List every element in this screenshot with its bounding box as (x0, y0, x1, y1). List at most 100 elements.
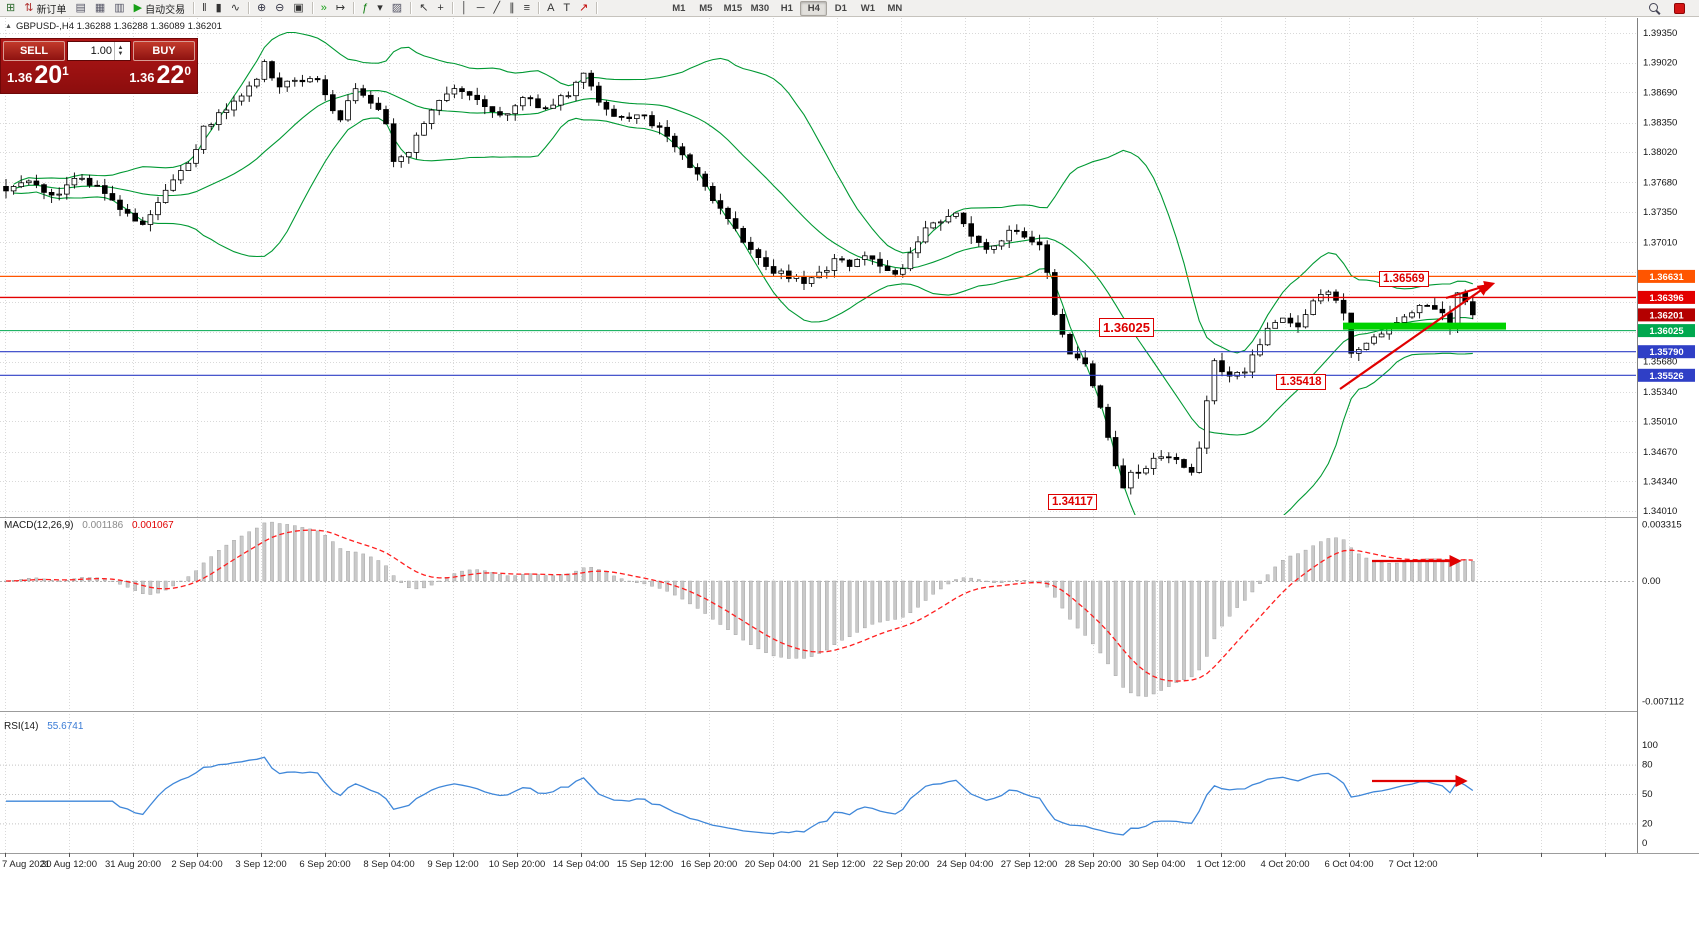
volume-spinner: ▲ ▼ (114, 42, 126, 60)
channel-icon-glyph: ∥ (509, 1, 515, 14)
templates-icon-glyph: ▨ (391, 1, 403, 14)
timeframe-mn[interactable]: MN (887, 2, 903, 14)
zoom-in-icon[interactable]: ⊕ (253, 1, 270, 16)
price-annotation-134117[interactable]: 1.34117 (1048, 494, 1097, 510)
svg-text:28 Sep 20:00: 28 Sep 20:00 (1065, 859, 1122, 870)
toolbar-separator (247, 2, 249, 14)
price-axis[interactable]: 1.39350 1.39020 1.38690 1.38350 1.38020 1.376… (1642, 28, 1684, 849)
toolbar-separator (596, 2, 598, 14)
svg-text:1.39350: 1.39350 (1643, 28, 1677, 39)
line-chart-icon[interactable]: ∿ (227, 1, 244, 16)
tile-windows-icon[interactable]: ▣ (289, 1, 307, 16)
price-annotation-135418[interactable]: 1.35418 (1276, 374, 1326, 390)
text-label-icon[interactable]: T (559, 1, 574, 16)
timeframe-m30[interactable]: M30 (750, 2, 770, 14)
svg-text:1.34340: 1.34340 (1643, 477, 1677, 488)
one-click-trading-panel: SELL ▲ ▼ BUY 1.36 20 1 1.36 22 0 (0, 38, 198, 94)
svg-text:50: 50 (1642, 789, 1653, 800)
horizontal-level-lines[interactable] (0, 275, 1636, 376)
toolbar-separator (193, 2, 195, 14)
search-icon[interactable] (1645, 1, 1664, 16)
timeframe-d1[interactable]: D1 (834, 2, 847, 14)
new-chart-icon-glyph: ⊞ (6, 1, 16, 14)
cursor-icon[interactable]: ↖ (415, 1, 432, 16)
svg-text:1.35790: 1.35790 (1649, 347, 1683, 358)
crosshair-icon-glyph: + (437, 1, 444, 14)
bar-chart-icon[interactable]: ‖ (198, 1, 211, 16)
crosshair-icon[interactable]: + (433, 1, 447, 16)
macd-value: 0.001186 (82, 520, 124, 531)
toolbar-separator (410, 2, 412, 14)
macd-signal-line (5, 529, 1473, 682)
timeframe-h4[interactable]: H4 (800, 0, 828, 16)
trendline-icon[interactable]: ╱ (490, 1, 505, 16)
new-order-button-glyph: ⇅ (24, 1, 34, 14)
alert-icon[interactable] (1670, 1, 1689, 16)
zoom-out-icon[interactable]: ⊖ (271, 1, 288, 16)
buy-button[interactable]: BUY (133, 41, 195, 61)
rsi-line (6, 756, 1474, 836)
price-axis-tags: 1.36631 1.36396 1.36201 1.36025 1.35790 1.355… (1638, 269, 1695, 382)
trend-arrows[interactable] (1339, 280, 1496, 788)
svg-text:0: 0 (1642, 838, 1647, 849)
timeframe-h1[interactable]: H1 (780, 2, 793, 14)
svg-text:1.37680: 1.37680 (1643, 178, 1677, 189)
trend-arrow (1339, 283, 1490, 390)
fibonacci-icon[interactable]: ≡ (520, 1, 534, 16)
zoom-out-icon-glyph: ⊖ (275, 1, 285, 14)
indicators-dropdown-icon[interactable]: ▾ (373, 1, 387, 16)
volume-decrement[interactable]: ▼ (117, 51, 124, 57)
svg-text:1.34670: 1.34670 (1643, 447, 1677, 458)
indicators-icon[interactable]: ƒ (358, 1, 372, 16)
chart-windows-icon[interactable]: ▤ (71, 1, 89, 16)
toolbar-separator (451, 2, 453, 14)
svg-text:6 Sep 20:00: 6 Sep 20:00 (299, 859, 350, 870)
profiles-icon[interactable]: ▦ (91, 1, 109, 16)
auto-trading-button[interactable]: ▶ 自动交易 (130, 1, 189, 16)
svg-text:16 Sep 20:00: 16 Sep 20:00 (681, 859, 738, 870)
text-icon-glyph: A (547, 1, 555, 14)
support-zone[interactable] (1343, 322, 1506, 330)
timeframe-m1[interactable]: M1 (672, 2, 686, 14)
svg-text:1.36396: 1.36396 (1649, 293, 1683, 304)
candlestick-chart-icon[interactable]: ▮ (212, 1, 226, 16)
timeframe-m15[interactable]: M15 (723, 2, 743, 14)
volume-increment[interactable]: ▲ (117, 45, 124, 51)
svg-text:1.36025: 1.36025 (1649, 326, 1684, 337)
channel-icon[interactable]: ∥ (505, 1, 519, 16)
new-chart-icon[interactable]: ⊞ (2, 1, 19, 16)
timeframe-w1[interactable]: W1 (860, 2, 875, 14)
horizontal-line-icon-glyph: ─ (476, 1, 485, 14)
price-annotation-136025[interactable]: 1.36025 (1099, 318, 1154, 337)
templates-icon[interactable]: ▨ (388, 1, 406, 16)
arrows-icon[interactable]: ↗ (575, 1, 592, 16)
text-icon[interactable]: A (543, 1, 558, 16)
horizontal-line-icon[interactable]: ─ (473, 1, 489, 16)
timeframe-m5[interactable]: M5 (699, 2, 713, 14)
price-annotation-136569[interactable]: 1.36569 (1379, 271, 1429, 287)
chart-shift-icon[interactable]: ↦ (332, 1, 349, 16)
trendline-icon-glyph: ╱ (493, 1, 501, 14)
sell-price-big: 20 (34, 61, 63, 89)
volume-input[interactable] (68, 42, 114, 60)
auto-scroll-icon[interactable]: » (317, 1, 331, 16)
svg-text:6 Oct 04:00: 6 Oct 04:00 (1324, 859, 1373, 870)
svg-text:14 Sep 04:00: 14 Sep 04:00 (553, 859, 610, 870)
svg-text:80: 80 (1642, 760, 1653, 771)
toolbar-separator (311, 2, 313, 14)
chart-ohlc-label: ▲ GBPUSD-,H4 1.36288 1.36288 1.36089 1.3… (5, 21, 222, 32)
svg-text:1 Oct 12:00: 1 Oct 12:00 (1196, 859, 1245, 870)
buy-price: 1.36 22 0 (129, 62, 191, 88)
cursor-icon-glyph: ↖ (419, 1, 429, 14)
new-order-button[interactable]: ⇅ 新订单 (20, 1, 70, 16)
svg-text:1.35526: 1.35526 (1649, 371, 1683, 382)
sell-button[interactable]: SELL (3, 41, 65, 61)
svg-text:0.00: 0.00 (1642, 576, 1661, 587)
svg-text:10 Sep 20:00: 10 Sep 20:00 (489, 859, 546, 870)
chart-icon: ▲ (5, 23, 12, 30)
profiles-icon-glyph: ▦ (94, 1, 106, 14)
data-window-icon[interactable]: ▥ (110, 1, 128, 16)
vertical-line-icon[interactable]: │ (457, 1, 472, 16)
